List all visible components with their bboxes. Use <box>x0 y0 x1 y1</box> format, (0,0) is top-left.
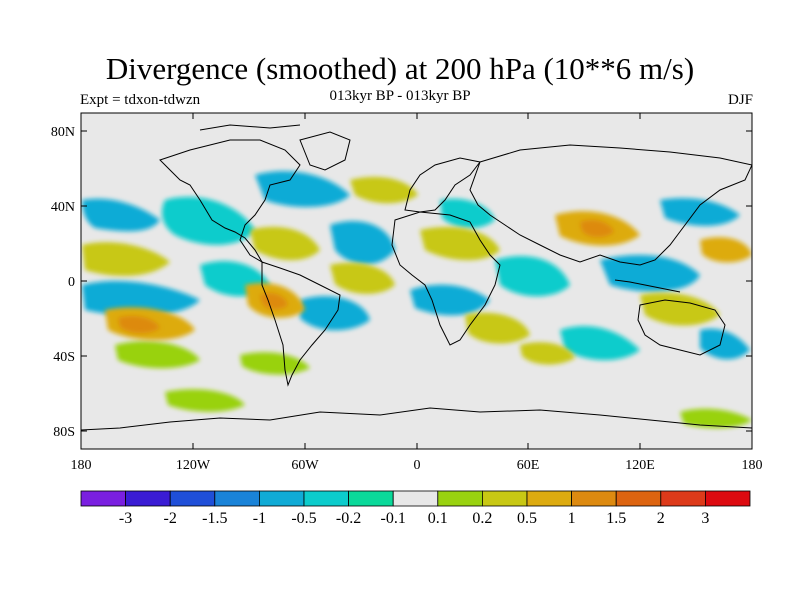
coastlines <box>81 124 752 431</box>
field-blob <box>300 296 370 331</box>
colorbar-swatch <box>481 490 528 507</box>
colorbar-label: 0.2 <box>472 510 492 527</box>
period-label: 013kyr BP - 013kyr BP <box>329 88 471 104</box>
lon-tick-label: 120E <box>625 458 655 473</box>
lon-tick-label: 0 <box>414 458 421 473</box>
field-blob <box>115 340 200 369</box>
colorbar-label: 2 <box>657 510 665 527</box>
latitude-axis: 80N 40N 0 40S 80S <box>51 125 752 440</box>
colorbar-swatch <box>615 490 662 507</box>
lat-tick-label: 40S <box>53 350 75 365</box>
field-blob <box>240 352 310 375</box>
coastline-north-america <box>159 139 301 264</box>
colorbar-label: 1.5 <box>606 510 626 527</box>
colorbar-swatch <box>437 490 483 507</box>
field-blob <box>82 242 170 276</box>
coastline-greenland-arctic <box>199 124 301 131</box>
lon-tick-label: 180 <box>71 458 92 473</box>
colorbar-swatch <box>125 490 171 507</box>
field-blob <box>700 328 750 360</box>
colorbar-swatch <box>392 490 439 507</box>
lat-tick-label: 80S <box>53 425 75 440</box>
colorbar: -3 -2 -1.5 -1 -0.5 -0.2 -0.1 0.1 0.2 0.5 1 1.5 2 3 <box>80 490 751 527</box>
field-blob <box>465 312 530 344</box>
experiment-label: Expt = tdxon-tdwzn <box>80 92 201 108</box>
colorbar-label: -1 <box>253 510 266 527</box>
lon-tick-label: 120W <box>176 458 211 473</box>
field-blob <box>700 237 752 263</box>
coastline-asia <box>469 144 752 266</box>
lat-tick-label: 0 <box>68 275 75 290</box>
field-blob <box>520 342 575 365</box>
coastline-australia <box>637 299 726 356</box>
colorbar-label: 0.5 <box>517 510 537 527</box>
coastline-africa <box>391 211 501 346</box>
field-blob <box>560 326 640 361</box>
field-blob <box>118 316 160 334</box>
field-blob <box>330 221 395 265</box>
colorbar-label: -0.1 <box>381 510 406 527</box>
lat-tick-label: 80N <box>51 125 75 140</box>
longitude-axis: 180 120W 60W 0 60E 120E 180 <box>71 113 763 473</box>
coastline-indonesia <box>614 279 681 293</box>
colorbar-swatch <box>705 490 751 507</box>
coastline-europe <box>404 157 481 213</box>
colorbar-swatch <box>214 490 260 507</box>
field-blob <box>680 408 752 429</box>
field-blob <box>660 198 740 226</box>
lon-tick-label: 180 <box>742 458 763 473</box>
field-blob <box>250 226 320 261</box>
field-blob <box>410 284 490 316</box>
lon-tick-label: 60E <box>517 458 540 473</box>
coastline-antarctica <box>81 407 752 431</box>
colorbar-swatch <box>660 490 706 507</box>
field-blob <box>82 198 160 232</box>
colorbar-label: 0.1 <box>428 510 448 527</box>
field-blob <box>495 256 570 297</box>
season-label: DJF <box>727 92 753 108</box>
colorbar-label: 1 <box>568 510 576 527</box>
field-blob <box>82 280 200 316</box>
lon-tick-label: 60W <box>291 458 319 473</box>
field-blob <box>255 171 350 207</box>
field-blob <box>350 176 418 204</box>
colorbar-label: -0.2 <box>336 510 361 527</box>
colorbar-label: -3 <box>119 510 132 527</box>
map-title: Divergence (smoothed) at 200 hPa (10**6 … <box>105 51 695 86</box>
colorbar-swatch <box>571 490 617 507</box>
coastline-south-america <box>261 261 341 387</box>
field-blob <box>440 198 495 229</box>
field-blob <box>420 226 500 261</box>
field-blob <box>600 255 700 292</box>
field-blob <box>580 220 614 238</box>
field-blob <box>165 389 245 412</box>
colorbar-label: -2 <box>164 510 177 527</box>
colorbar-swatch <box>80 490 126 507</box>
colorbar-label: -1.5 <box>202 510 227 527</box>
lat-tick-label: 40N <box>51 200 75 215</box>
colorbar-swatch <box>348 490 394 507</box>
field-blob <box>162 196 255 245</box>
divergence-field <box>82 171 752 429</box>
colorbar-swatch <box>526 490 572 507</box>
colorbar-swatch <box>258 490 305 507</box>
colorbar-label: -0.5 <box>291 510 316 527</box>
colorbar-swatch <box>303 490 349 507</box>
colorbar-swatch <box>169 490 216 507</box>
coastline-greenland <box>299 131 351 171</box>
field-blob <box>330 262 395 294</box>
colorbar-label: 3 <box>701 510 709 527</box>
